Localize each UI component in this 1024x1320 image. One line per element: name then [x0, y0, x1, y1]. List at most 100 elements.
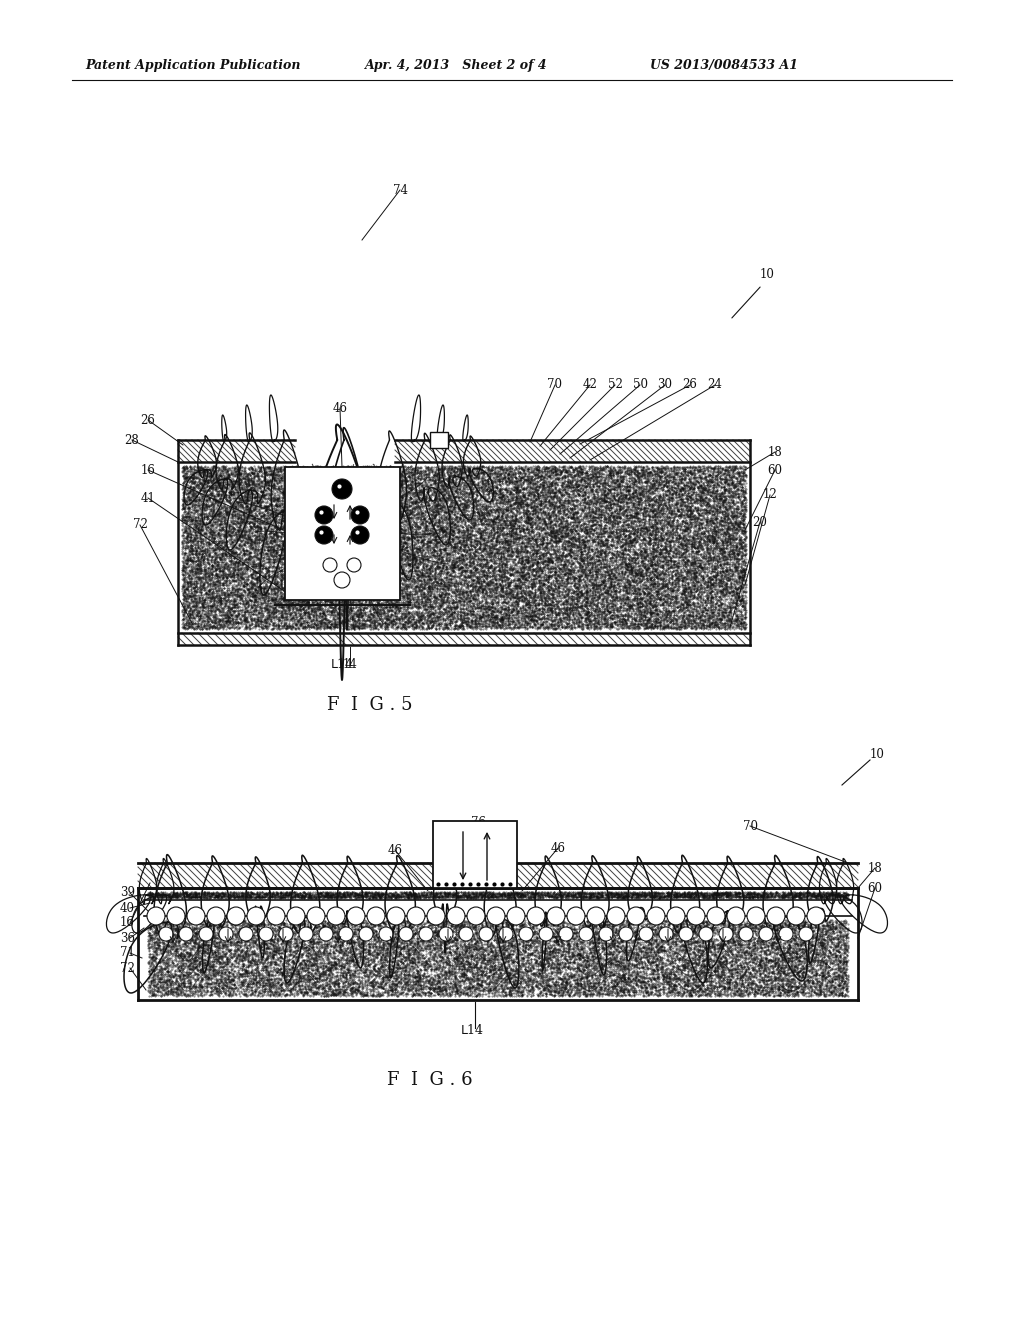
Circle shape [259, 927, 273, 941]
Circle shape [467, 907, 485, 925]
Circle shape [279, 927, 293, 941]
Bar [285, 467, 400, 601]
Circle shape [387, 907, 406, 925]
Text: 28: 28 [125, 433, 139, 446]
Circle shape [618, 927, 633, 941]
Circle shape [699, 927, 713, 941]
Circle shape [334, 572, 350, 587]
Circle shape [447, 907, 465, 925]
Circle shape [439, 927, 453, 941]
Circle shape [547, 907, 565, 925]
Text: 39: 39 [120, 887, 135, 899]
Circle shape [307, 907, 325, 925]
Text: F  I  G . 5: F I G . 5 [328, 696, 413, 714]
Text: 10: 10 [760, 268, 775, 281]
Circle shape [459, 927, 473, 941]
Circle shape [187, 907, 205, 925]
Bar [433, 821, 517, 888]
Text: 12: 12 [763, 488, 777, 502]
Circle shape [567, 907, 585, 925]
Circle shape [351, 525, 369, 544]
Circle shape [227, 907, 245, 925]
Circle shape [239, 927, 253, 941]
Text: 52: 52 [607, 379, 623, 392]
Circle shape [427, 907, 445, 925]
Text: 10: 10 [870, 748, 885, 762]
Circle shape [419, 927, 433, 941]
Text: $\mathsf{L}$14: $\mathsf{L}$14 [460, 1023, 484, 1038]
Circle shape [579, 927, 593, 941]
Text: 70: 70 [742, 820, 758, 833]
Circle shape [599, 927, 613, 941]
Text: Patent Application Publication: Patent Application Publication [85, 58, 300, 71]
Circle shape [287, 907, 305, 925]
Text: 60: 60 [768, 463, 782, 477]
Circle shape [299, 927, 313, 941]
Text: 18: 18 [867, 862, 883, 874]
Circle shape [667, 907, 685, 925]
Text: US 2013/0084533 A1: US 2013/0084533 A1 [650, 58, 798, 71]
Circle shape [767, 907, 785, 925]
Circle shape [351, 506, 369, 524]
Text: 72: 72 [132, 519, 147, 532]
Bar [430, 432, 449, 447]
Circle shape [267, 907, 285, 925]
Text: 74: 74 [392, 183, 408, 197]
Circle shape [746, 907, 765, 925]
Circle shape [587, 907, 605, 925]
Circle shape [167, 907, 185, 925]
Circle shape [519, 927, 534, 941]
Text: 70: 70 [548, 379, 562, 392]
Circle shape [647, 907, 665, 925]
Text: 14: 14 [343, 659, 357, 672]
Text: 46: 46 [551, 842, 565, 854]
Text: 52: 52 [482, 838, 498, 851]
Circle shape [323, 558, 337, 572]
Text: F  I  G . 6: F I G . 6 [387, 1071, 473, 1089]
Circle shape [719, 927, 733, 941]
Circle shape [479, 927, 493, 941]
Circle shape [315, 525, 333, 544]
Circle shape [247, 907, 265, 925]
Circle shape [359, 927, 373, 941]
Text: 18: 18 [768, 446, 782, 458]
Circle shape [659, 927, 673, 941]
Circle shape [739, 927, 753, 941]
Circle shape [559, 927, 573, 941]
Text: 71: 71 [120, 946, 135, 960]
Text: 46: 46 [333, 401, 347, 414]
Circle shape [159, 927, 173, 941]
Circle shape [727, 907, 745, 925]
Circle shape [487, 907, 505, 925]
Text: 41: 41 [140, 491, 156, 504]
Text: Apr. 4, 2013   Sheet 2 of 4: Apr. 4, 2013 Sheet 2 of 4 [365, 58, 548, 71]
Circle shape [339, 927, 353, 941]
Text: 60: 60 [867, 882, 883, 895]
Circle shape [379, 927, 393, 941]
Text: 72: 72 [120, 961, 135, 974]
Circle shape [399, 927, 413, 941]
Text: 76: 76 [470, 816, 485, 829]
Circle shape [199, 927, 213, 941]
Circle shape [147, 907, 165, 925]
Text: 16: 16 [120, 916, 135, 929]
Circle shape [787, 907, 805, 925]
Circle shape [315, 506, 333, 524]
Circle shape [207, 907, 225, 925]
Circle shape [179, 927, 193, 941]
Circle shape [679, 927, 693, 941]
Text: 42: 42 [583, 379, 597, 392]
Circle shape [607, 907, 625, 925]
Circle shape [219, 927, 233, 941]
Circle shape [539, 927, 553, 941]
Circle shape [347, 558, 361, 572]
Text: 36: 36 [120, 932, 135, 945]
Circle shape [319, 927, 333, 941]
Circle shape [627, 907, 645, 925]
Circle shape [327, 907, 345, 925]
Text: 46: 46 [387, 843, 402, 857]
Text: 40: 40 [120, 902, 135, 915]
Circle shape [639, 927, 653, 941]
Circle shape [407, 907, 425, 925]
Circle shape [332, 479, 352, 499]
